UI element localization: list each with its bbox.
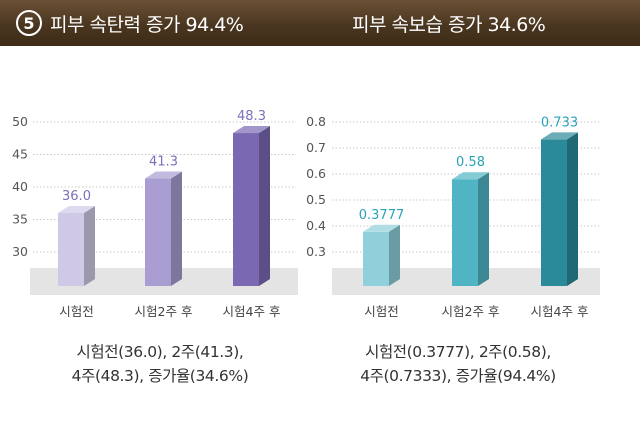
moisture-caption: 시험전(0.3777), 2주(0.58), 4주(0.7333), 증가율(9… — [318, 340, 598, 388]
y-tick-label: 0.7 — [306, 140, 326, 155]
bar-side-face — [389, 224, 400, 286]
bar-front-face — [541, 139, 567, 286]
value-label: 0.733 — [541, 115, 578, 130]
elasticity-chart: 30 35 40 45 50 36.0 시험전 41.3 시험2주 후 48.3 시험4주 후 — [12, 109, 298, 319]
bar-side-face — [478, 172, 489, 286]
value-label: 36.0 — [62, 189, 91, 204]
y-tick-label: 45 — [12, 147, 28, 162]
category-label: 시험2주 후 — [442, 304, 500, 319]
bar-top-face — [145, 171, 182, 179]
bar-2 — [452, 172, 489, 286]
bar-front-face — [233, 133, 259, 286]
bar-side-face — [259, 126, 270, 286]
value-label: 0.3777 — [359, 208, 405, 223]
charts-canvas: 30 35 40 45 50 36.0 시험전 41.3 시험2주 후 48.3 시험4주 후 0.… — [12, 109, 600, 319]
caption-line: 4주(48.3), 증가율(34.6%) — [71, 367, 249, 385]
elasticity-caption: 시험전(36.0), 2주(41.3), 4주(48.3), 증가율(34.6%… — [20, 340, 300, 388]
bar-side-face — [171, 171, 182, 286]
value-label: 0.58 — [456, 155, 485, 170]
caption-line: 시험전(36.0), 2주(41.3), — [76, 343, 244, 361]
bar-front-face — [58, 213, 84, 286]
caption-line: 시험전(0.3777), 2주(0.58), — [365, 343, 551, 361]
category-label: 시험전 — [59, 304, 94, 319]
header-banner: 5 피부 속탄력 증가 94.4% 피부 속보습 증가 34.6% — [0, 0, 640, 46]
bar-3 — [541, 132, 578, 286]
value-label: 41.3 — [149, 155, 178, 170]
bar-1 — [58, 206, 95, 286]
category-label: 시험4주 후 — [531, 304, 589, 319]
bar-front-face — [363, 231, 389, 286]
bar-front-face — [452, 179, 478, 286]
category-label: 시험2주 후 — [135, 304, 193, 319]
value-label: 48.3 — [237, 109, 266, 124]
bar-side-face — [84, 206, 95, 286]
step-number-badge: 5 — [16, 10, 42, 36]
bar-top-face — [58, 206, 95, 213]
left-title-group: 5 피부 속탄력 증가 94.4% — [16, 8, 244, 38]
y-tick-label: 0.3 — [306, 244, 326, 259]
bar-side-face — [567, 132, 578, 286]
caption-line: 4주(0.7333), 증가율(94.4%) — [360, 367, 556, 385]
y-tick-label: 40 — [12, 179, 28, 194]
moisture-chart: 0.3 0.4 0.5 0.6 0.7 0.8 0.3777 시험전 0.58 시험2주 후 0.7… — [306, 114, 600, 319]
y-tick-label: 0.4 — [306, 218, 326, 233]
bar-top-face — [541, 132, 578, 140]
category-label: 시험전 — [364, 304, 399, 319]
y-tick-label: 0.5 — [306, 192, 326, 207]
right-chart-title: 피부 속보습 증가 34.6% — [352, 13, 546, 36]
bar-top-face — [452, 172, 489, 180]
bar-2 — [145, 171, 182, 286]
category-label: 시험4주 후 — [223, 304, 281, 319]
left-chart-title: 피부 속탄력 증가 94.4% — [50, 13, 244, 36]
y-tick-label: 0.6 — [306, 166, 326, 181]
y-tick-label: 30 — [12, 244, 28, 259]
bar-1 — [363, 224, 400, 286]
bar-top-face — [233, 126, 270, 134]
bar-top-face — [363, 224, 400, 232]
y-tick-label: 50 — [12, 114, 28, 129]
bar-front-face — [145, 178, 171, 286]
y-tick-label: 35 — [12, 212, 28, 227]
y-tick-label: 0.8 — [306, 114, 326, 129]
bar-3 — [233, 126, 270, 286]
